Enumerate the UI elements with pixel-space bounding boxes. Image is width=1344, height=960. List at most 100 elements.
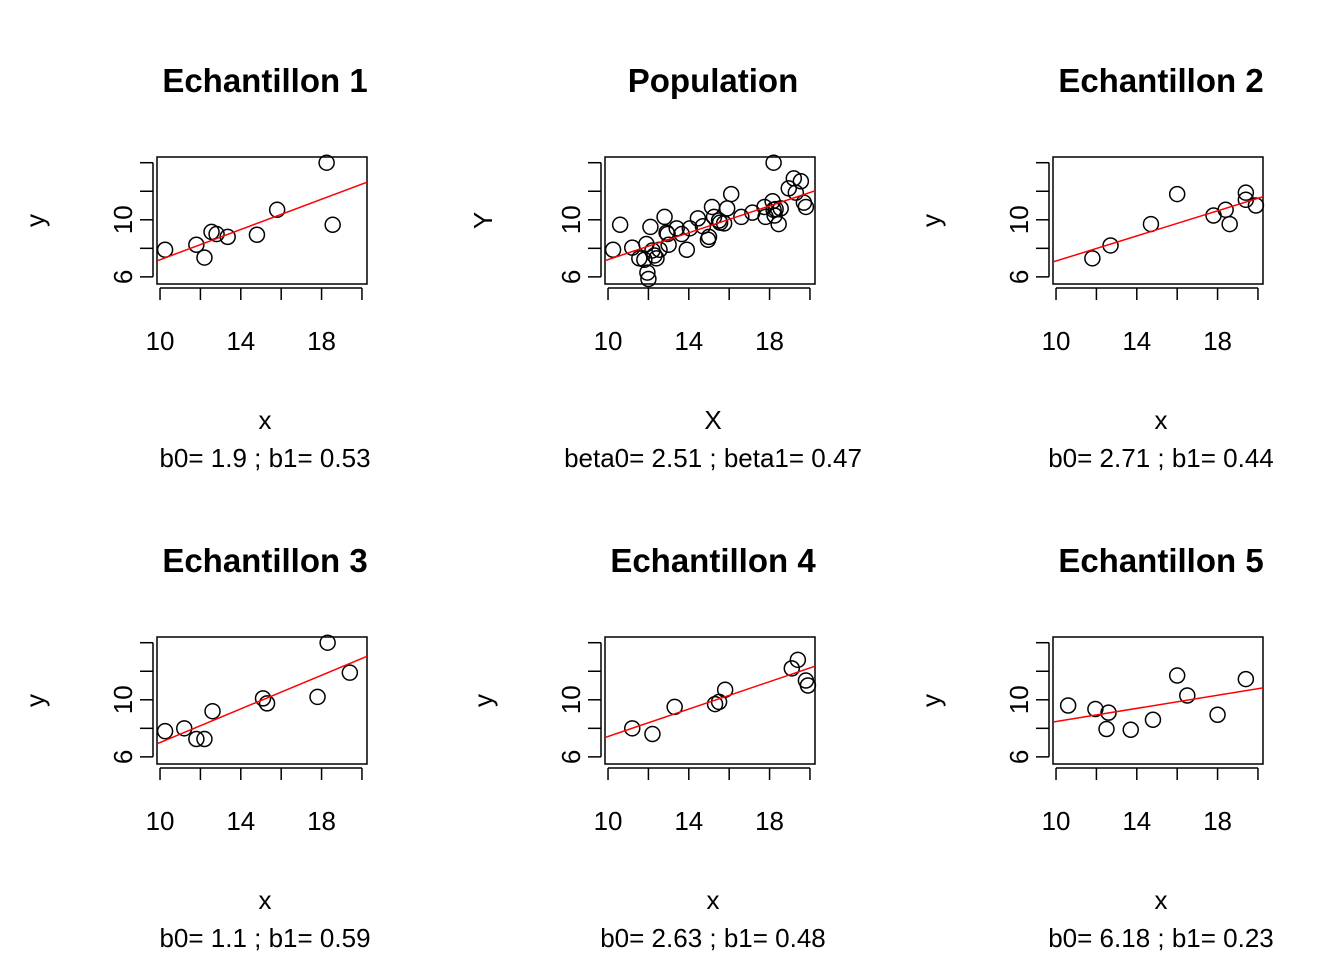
data-point (204, 702, 221, 720)
data-point (341, 664, 359, 681)
panel-6: Echantillon 5 10 14 18 6 10 x y b0= 6.18 ; b1= 0… (916, 542, 1274, 953)
y-axis-label: y (20, 694, 50, 707)
data-point (787, 184, 805, 201)
data-point (656, 208, 673, 226)
regression-line (157, 655, 367, 745)
y-axis: 6 10 (1004, 641, 1050, 764)
data-point (156, 241, 174, 259)
points (156, 634, 359, 748)
data-point (783, 660, 801, 677)
data-point (733, 208, 750, 226)
data-point (1209, 706, 1226, 724)
x-axis-label: x (1155, 885, 1168, 915)
plot-box (604, 156, 816, 285)
data-point (789, 651, 807, 669)
panel-title: Echantillon 2 (1058, 62, 1263, 99)
data-point (248, 226, 266, 244)
panel-3: Echantillon 2 10 14 18 6 10 x y b0= 2.71 ; b1= 0… (916, 62, 1274, 473)
points (1084, 184, 1265, 267)
data-point (1144, 711, 1162, 729)
y-tick-label: 10 (1004, 205, 1034, 234)
data-point (324, 216, 341, 234)
y-tick-label: 6 (108, 750, 138, 764)
data-point (673, 225, 690, 243)
y-tick-label: 10 (556, 205, 586, 234)
regression-line (605, 665, 815, 739)
data-point (1098, 720, 1115, 738)
data-point (718, 200, 736, 217)
data-point (1122, 721, 1139, 739)
regression-line (1053, 687, 1263, 723)
data-point (1179, 687, 1196, 704)
y-tick-label: 6 (1004, 750, 1034, 764)
y-axis: 6 10 (1004, 161, 1050, 284)
y-axis-label: y (916, 214, 946, 227)
points (624, 651, 817, 743)
panel-title: Echantillon 3 (162, 542, 367, 579)
data-point (611, 216, 629, 234)
x-axis-label: x (1155, 405, 1168, 435)
x-axis: 10 14 18 (1042, 767, 1259, 836)
x-axis-label: x (259, 885, 272, 915)
x-tick-label: 18 (755, 806, 784, 836)
y-tick-label: 6 (556, 750, 586, 764)
coefficients-label: b0= 6.18 ; b1= 0.23 (1048, 923, 1274, 953)
data-point (1084, 250, 1101, 267)
regression-line (157, 181, 367, 262)
data-point (644, 725, 661, 743)
data-point (678, 241, 696, 259)
coefficients-label: b0= 2.71 ; b1= 0.44 (1048, 443, 1274, 473)
data-point (700, 228, 718, 246)
y-axis-label: y (916, 694, 946, 707)
data-point (648, 250, 665, 267)
x-tick-label: 18 (1203, 806, 1232, 836)
x-tick-label: 14 (674, 326, 703, 356)
x-axis: 10 14 18 (594, 767, 811, 836)
plot-box (156, 156, 368, 285)
data-point (254, 690, 272, 707)
x-tick-label: 14 (226, 326, 255, 356)
panel-title: Echantillon 5 (1058, 542, 1263, 579)
x-tick-label: 18 (307, 806, 336, 836)
data-point (631, 250, 648, 267)
points (156, 154, 341, 266)
panel-title: Echantillon 4 (610, 542, 816, 579)
coefficients-label: b0= 2.63 ; b1= 0.48 (600, 923, 826, 953)
data-point (722, 185, 740, 203)
data-point (1168, 185, 1186, 203)
data-point (1221, 215, 1238, 233)
x-tick-label: 14 (226, 806, 255, 836)
data-point (703, 198, 721, 216)
data-point (188, 730, 205, 748)
data-point (639, 264, 656, 281)
x-tick-label: 18 (1203, 326, 1232, 356)
y-tick-label: 6 (1004, 270, 1034, 284)
y-axis-label: Y (468, 212, 498, 229)
points (1059, 667, 1255, 739)
coefficients-label: beta0= 2.51 ; beta1= 0.47 (564, 443, 862, 473)
panel-title: Population (628, 62, 798, 99)
data-point (797, 198, 815, 216)
x-axis: 10 14 18 (1042, 287, 1259, 356)
x-axis: 10 14 18 (146, 287, 363, 356)
y-tick-label: 6 (556, 270, 586, 284)
y-axis-label: y (468, 694, 498, 707)
data-point (176, 720, 193, 737)
coefficients-label: b0= 1.9 ; b1= 0.53 (159, 443, 370, 473)
data-point (642, 218, 659, 236)
data-point (659, 225, 676, 243)
data-point (1168, 667, 1186, 684)
data-point (640, 270, 657, 288)
data-point (765, 154, 782, 171)
data-point (188, 236, 205, 254)
y-tick-label: 10 (108, 205, 138, 234)
data-point (196, 249, 213, 266)
x-tick-label: 14 (1122, 326, 1151, 356)
x-axis: 10 14 18 (594, 287, 811, 356)
data-point (706, 695, 724, 713)
data-point (646, 247, 663, 264)
data-point (156, 722, 174, 740)
data-point (660, 236, 677, 254)
points (604, 154, 815, 288)
